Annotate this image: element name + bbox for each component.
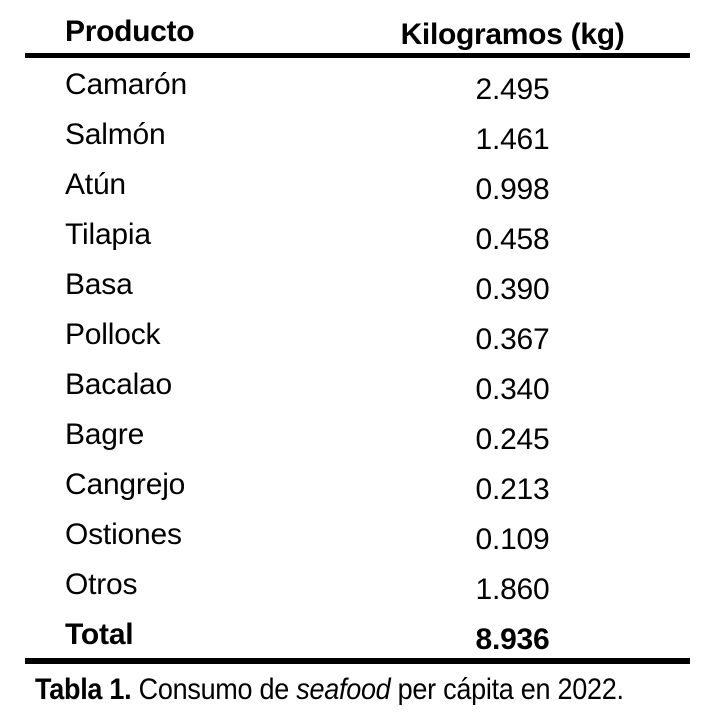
table-row: Salmón 1.461 xyxy=(25,110,690,160)
product-cell: Basa xyxy=(65,268,133,301)
value-cell: 0.340 xyxy=(475,373,550,406)
table-row: Camarón 2.495 xyxy=(25,60,690,110)
value-cell: 0.458 xyxy=(475,223,550,256)
header-rule xyxy=(25,53,690,58)
product-cell: Camarón xyxy=(65,68,187,101)
value-cell: 0.109 xyxy=(475,523,550,556)
product-cell: Bagre xyxy=(65,418,145,451)
caption-text-2: per cápita en 2022. xyxy=(390,673,624,706)
value-cell: 0.390 xyxy=(475,273,550,306)
table-row: Otros 1.860 xyxy=(25,560,690,610)
product-cell: Total xyxy=(65,618,134,651)
table-row: Cangrejo 0.213 xyxy=(25,460,690,510)
value-cell: 0.367 xyxy=(475,323,550,356)
product-cell: Otros xyxy=(65,568,138,601)
product-cell: Ostiones xyxy=(65,518,182,551)
product-cell: Tilapia xyxy=(65,218,151,251)
value-cell: 8.936 xyxy=(475,623,550,656)
bottom-rule xyxy=(25,658,690,664)
column-header-producto: Producto xyxy=(65,15,195,48)
product-cell: Pollock xyxy=(65,318,161,351)
table-row: Atún 0.998 xyxy=(25,160,690,210)
value-cell: 0.213 xyxy=(475,473,550,506)
product-cell: Cangrejo xyxy=(65,468,186,501)
caption-label: Tabla 1. xyxy=(35,673,139,706)
product-cell: Bacalao xyxy=(65,368,173,401)
caption-italic-term: seafood xyxy=(296,673,391,706)
product-cell: Salmón xyxy=(65,118,166,151)
table-row: Pollock 0.367 xyxy=(25,310,690,360)
product-cell: Atún xyxy=(65,168,126,201)
table-row: Bacalao 0.340 xyxy=(25,360,690,410)
table-caption: Tabla 1. Consumo de seafood per cápita e… xyxy=(35,672,624,708)
value-cell: 1.461 xyxy=(475,123,550,156)
table-row: Ostiones 0.109 xyxy=(25,510,690,560)
value-cell: 0.998 xyxy=(475,173,550,206)
value-cell: 2.495 xyxy=(475,73,550,106)
table-row: Basa 0.390 xyxy=(25,260,690,310)
value-cell: 1.860 xyxy=(475,573,550,606)
value-cell: 0.245 xyxy=(475,423,550,456)
table-row: Bagre 0.245 xyxy=(25,410,690,460)
table-row: Tilapia 0.458 xyxy=(25,210,690,260)
caption-text-1: Consumo de xyxy=(138,673,297,706)
table-row: Total 8.936 xyxy=(25,610,690,660)
column-header-kilogramos: Kilogramos (kg) xyxy=(400,18,625,51)
